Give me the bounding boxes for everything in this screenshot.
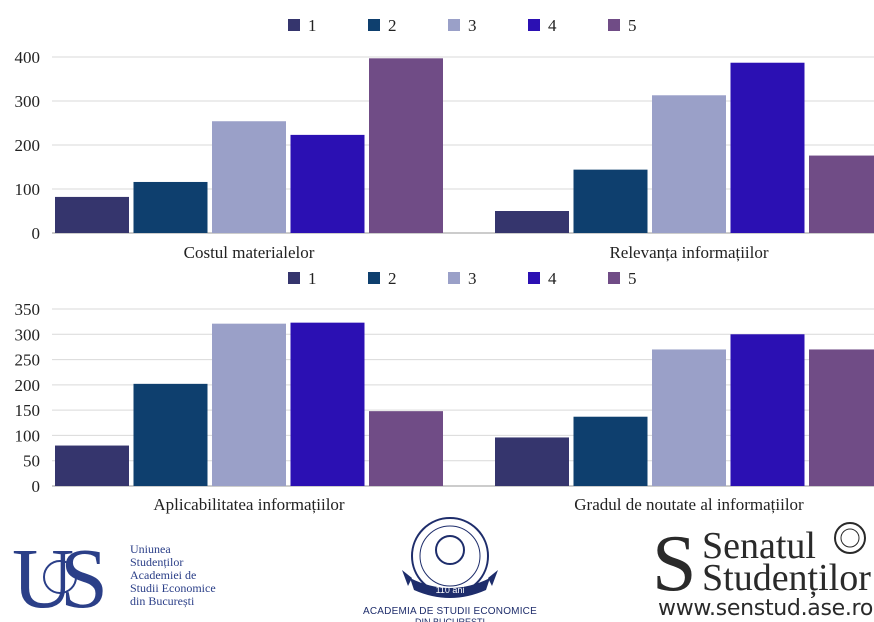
us-text: Uniunea Studenților Academiei de Studii … [130, 543, 220, 608]
svg-text:S: S [652, 520, 697, 598]
bar [212, 121, 286, 233]
bar [573, 169, 648, 233]
y-tick-label: 0 [32, 477, 41, 496]
bar [573, 416, 648, 486]
y-tick-label: 200 [15, 136, 41, 155]
bar [369, 58, 443, 233]
us-monogram-icon: US [12, 530, 117, 622]
bar [290, 134, 365, 233]
us-line: Uniunea [130, 542, 171, 556]
legend-swatch [448, 19, 460, 31]
senat-wordmark-icon: S Senatul Studenților [652, 520, 871, 608]
senat-line2: Studenților [702, 557, 871, 598]
bar [133, 383, 208, 486]
bar [369, 411, 443, 486]
legend-swatch [528, 272, 540, 284]
y-tick-label: 350 [15, 300, 41, 319]
us-line: din București [130, 594, 195, 608]
legend-label: 5 [628, 269, 637, 288]
category-label: Aplicabilitatea informațiilor [153, 495, 345, 514]
logo-ase: 110 ani ACADEMIA DE STUDII ECONOMICE DIN… [350, 512, 550, 622]
bar [55, 445, 129, 486]
legend-label: 1 [308, 16, 317, 35]
us-line: Academiei de Studii Economice [130, 568, 216, 595]
legend-swatch [608, 19, 620, 31]
category-label: Relevanța informațiilor [609, 243, 768, 262]
ase-anniversary: 110 ani [436, 585, 465, 595]
ase-caption: ACADEMIA DE STUDII ECONOMICE [363, 606, 537, 617]
category-label: Costul materialelor [184, 243, 315, 262]
bar [809, 349, 874, 486]
y-tick-label: 50 [23, 452, 40, 471]
y-tick-label: 400 [15, 48, 41, 67]
legend-swatch [368, 19, 380, 31]
chart-top: 1 2 3 4 5 0 100 200 300 400 Costul materialelor Rel… [15, 16, 874, 262]
bar [809, 155, 874, 233]
y-tick-label: 100 [15, 426, 41, 445]
legend-label: 2 [388, 269, 397, 288]
bar [495, 211, 569, 233]
y-tick-label: 300 [15, 325, 41, 344]
ase-seal-icon: 110 ani [402, 517, 498, 598]
bar [652, 349, 726, 486]
legend-swatch [528, 19, 540, 31]
category-label: Gradul de noutate al informațiilor [574, 495, 804, 514]
legend-label: 5 [628, 16, 637, 35]
legend-label: 1 [308, 269, 317, 288]
legend-swatch [288, 272, 300, 284]
bar [730, 334, 805, 486]
bar [730, 62, 805, 233]
logo-senatul-studentilor: S Senatul Studenților www.senstud.ase.ro [650, 518, 874, 622]
us-line: Studenților [130, 555, 184, 569]
bar [133, 181, 208, 233]
senat-url: www.senstud.ase.ro [658, 596, 873, 621]
legend-swatch [608, 272, 620, 284]
bar [652, 95, 726, 233]
bar [290, 322, 365, 486]
y-tick-label: 0 [32, 224, 41, 243]
ase-caption-second: DIN BUCUREȘTI [414, 617, 485, 622]
bar [495, 437, 569, 486]
y-tick-label: 150 [15, 401, 41, 420]
bar [55, 196, 129, 233]
legend-swatch [288, 19, 300, 31]
y-tick-label: 200 [15, 376, 41, 395]
chart-bottom: 1 2 3 4 5050100150200250300350Aplicabilitate… [15, 269, 874, 514]
legend-label: 4 [548, 269, 557, 288]
legend-swatch [448, 272, 460, 284]
legend-label: 2 [388, 16, 397, 35]
legend-label: 3 [468, 269, 477, 288]
bar [212, 323, 286, 486]
legend-swatch [368, 272, 380, 284]
y-tick-label: 100 [15, 180, 41, 199]
senat-line1: Senatul [702, 525, 816, 567]
svg-text:US: US [12, 535, 103, 615]
y-tick-label: 250 [15, 351, 41, 370]
y-tick-label: 300 [15, 92, 41, 111]
logo-uniunea-studentilor: US Uniunea Studenților Academiei de Stud… [10, 530, 220, 622]
legend-label: 4 [548, 16, 557, 35]
legend-label: 3 [468, 16, 477, 35]
